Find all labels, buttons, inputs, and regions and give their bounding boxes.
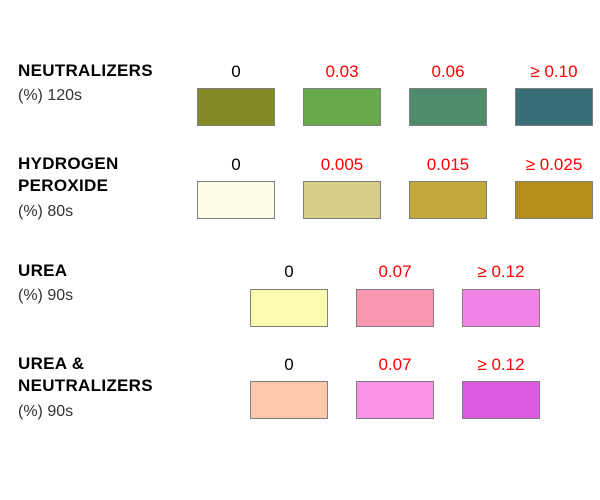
level-label: 0	[284, 355, 294, 374]
color-swatch	[250, 289, 328, 327]
title-line: NEUTRALIZERS	[18, 61, 153, 80]
section-subtitle: (%) 80s	[18, 203, 74, 220]
section-title: NEUTRALIZERS	[18, 60, 153, 82]
level-label: 0.07	[378, 355, 412, 374]
color-swatch	[303, 181, 381, 219]
level-label: 0.06	[431, 62, 465, 81]
level-label: 0	[231, 155, 241, 174]
color-swatch	[197, 181, 275, 219]
level-label: 0	[231, 62, 241, 81]
color-swatch	[197, 88, 275, 126]
section-subtitle: (%) 90s	[18, 287, 74, 304]
title-line: UREA	[18, 261, 68, 280]
level-label: 0.07	[378, 262, 412, 281]
section-title: UREA & NEUTRALIZERS	[18, 353, 153, 397]
level-label: ≥ 0.025	[525, 155, 583, 174]
color-swatch	[515, 88, 593, 126]
color-swatch	[409, 88, 487, 126]
level-label: ≥ 0.10	[530, 62, 578, 81]
section-subtitle: (%) 90s	[18, 403, 74, 420]
title-line: UREA &	[18, 354, 85, 373]
section-title: HYDROGEN PEROXIDE	[18, 153, 119, 197]
color-swatch	[356, 381, 434, 419]
level-label: 0.015	[426, 155, 470, 174]
level-label: 0.03	[325, 62, 359, 81]
section-subtitle: (%) 120s	[18, 87, 83, 104]
title-line: HYDROGEN	[18, 154, 119, 173]
title-line: NEUTRALIZERS	[18, 376, 153, 395]
color-swatch	[356, 289, 434, 327]
level-label: ≥ 0.12	[477, 262, 525, 281]
color-swatch	[303, 88, 381, 126]
color-swatch	[250, 381, 328, 419]
level-label: 0.005	[320, 155, 364, 174]
color-swatch	[515, 181, 593, 219]
color-swatch	[462, 381, 540, 419]
color-swatch	[409, 181, 487, 219]
section-title: UREA	[18, 260, 67, 282]
level-label: 0	[284, 262, 294, 281]
color-swatch	[462, 289, 540, 327]
title-line: PEROXIDE	[18, 176, 109, 195]
level-label: ≥ 0.12	[477, 355, 525, 374]
